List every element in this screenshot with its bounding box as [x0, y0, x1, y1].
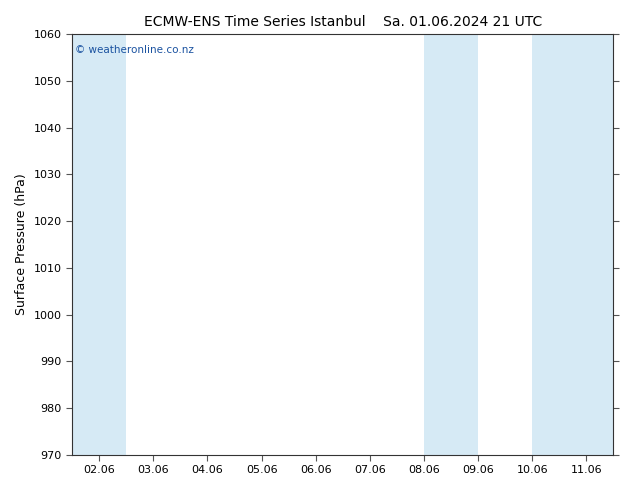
Bar — [424, 34, 478, 455]
Text: © weatheronline.co.nz: © weatheronline.co.nz — [75, 45, 193, 55]
Bar — [72, 34, 126, 455]
Y-axis label: Surface Pressure (hPa): Surface Pressure (hPa) — [15, 173, 28, 316]
Title: ECMW-ENS Time Series Istanbul    Sa. 01.06.2024 21 UTC: ECMW-ENS Time Series Istanbul Sa. 01.06.… — [144, 15, 542, 29]
Bar — [532, 34, 614, 455]
